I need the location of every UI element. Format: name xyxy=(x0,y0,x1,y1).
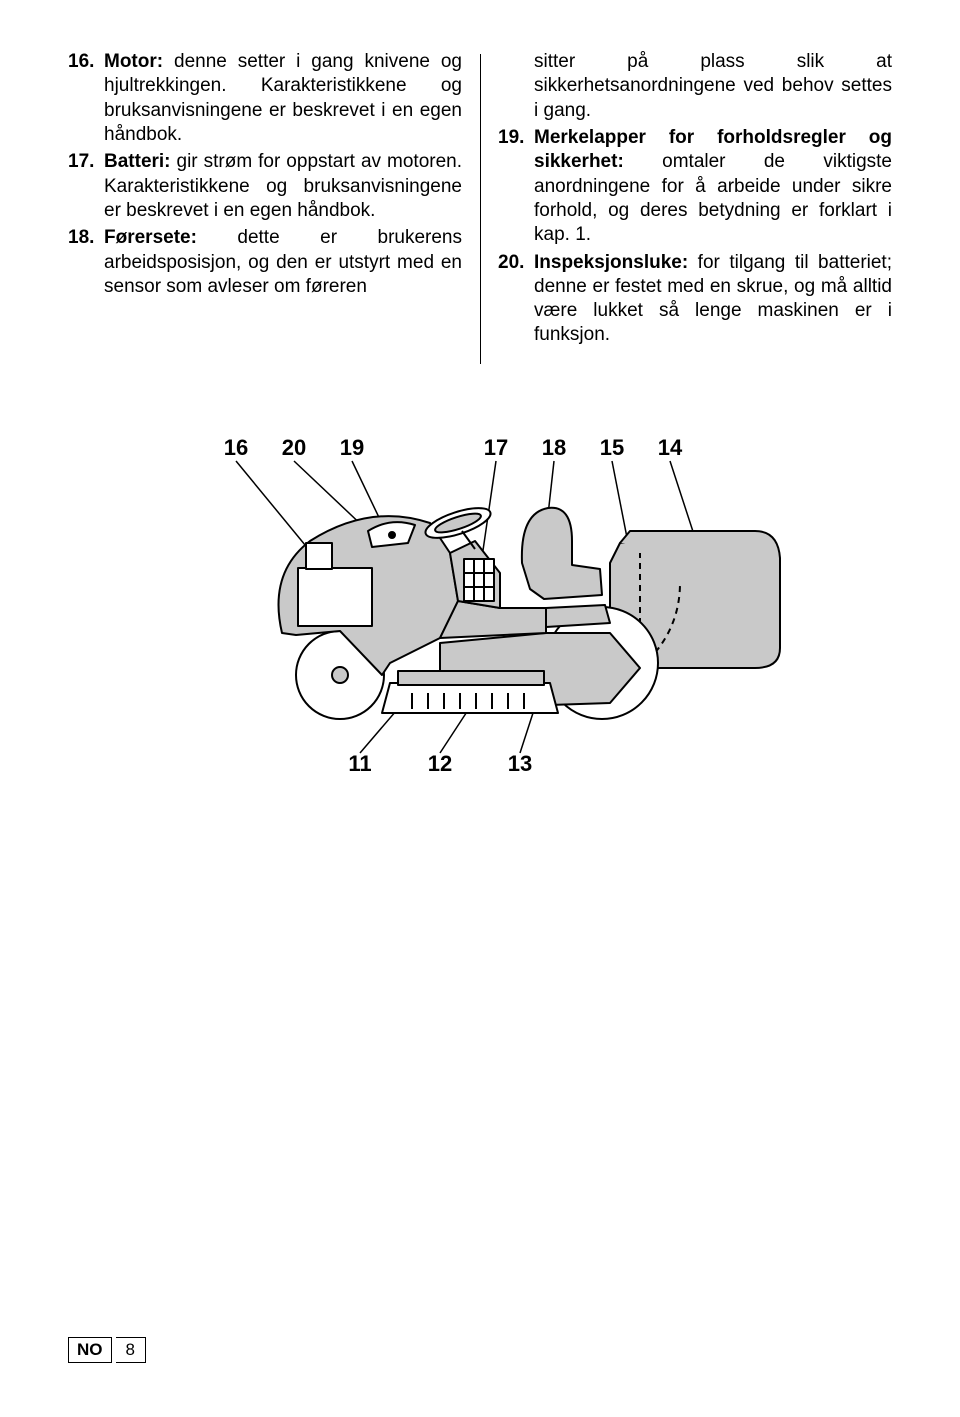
callout-label: 20 xyxy=(282,435,306,460)
list-item: 16. Motor: denne setter i gang knivene o… xyxy=(68,50,462,147)
list-item: 17. Batteri: gir strøm for oppstart av m… xyxy=(68,150,462,223)
item-number: 16. xyxy=(68,50,104,147)
callout-label: 15 xyxy=(600,435,624,460)
figure-container: 16 20 19 17 18 15 14 11 12 13 xyxy=(68,413,892,813)
list-item: 18. Førersete: dette er brukerens arbeid… xyxy=(68,226,462,299)
left-column: 16. Motor: denne setter i gang knivene o… xyxy=(68,50,480,351)
callout-label: 17 xyxy=(484,435,508,460)
continuation-text: sitter på plass slik at sikkerhetsanordn… xyxy=(534,50,892,123)
callout-label: 19 xyxy=(340,435,364,460)
item-body: Motor: denne setter i gang knivene og hj… xyxy=(104,50,462,147)
item-body: Merkelapper for forholdsregler og sikker… xyxy=(534,126,892,248)
page-footer: NO 8 xyxy=(68,1337,146,1363)
callout-label: 12 xyxy=(428,751,452,776)
callout-label: 14 xyxy=(658,435,683,460)
item-term: Inspeksjonsluke: xyxy=(534,252,688,273)
item-number: 19. xyxy=(498,126,534,248)
callout-label: 11 xyxy=(348,751,371,776)
list-item: 19. Merkelapper for forholdsregler og si… xyxy=(498,126,892,248)
item-number: 20. xyxy=(498,251,534,348)
item-term: Batteri: xyxy=(104,151,171,172)
footer-page-number: 8 xyxy=(116,1337,146,1363)
list-item: 20. Inspeksjonsluke: for tilgang til bat… xyxy=(498,251,892,348)
item-term: Motor: xyxy=(104,51,163,72)
callout-label: 16 xyxy=(224,435,248,460)
two-column-text: 16. Motor: denne setter i gang knivene o… xyxy=(68,50,892,351)
machine-diagram: 16 20 19 17 18 15 14 11 12 13 xyxy=(140,413,820,813)
footer-lang: NO xyxy=(68,1337,112,1363)
column-divider xyxy=(480,54,481,364)
item-body: Inspeksjonsluke: for tilgang til batteri… xyxy=(534,251,892,348)
item-body: Førersete: dette er brukerens arbeidspos… xyxy=(104,226,462,299)
callout-label: 13 xyxy=(508,751,532,776)
right-column: sitter på plass slik at sikkerhetsanordn… xyxy=(480,50,892,351)
callout-label: 18 xyxy=(542,435,566,460)
item-number: 18. xyxy=(68,226,104,299)
item-number: 17. xyxy=(68,150,104,223)
item-body: Batteri: gir strøm for oppstart av motor… xyxy=(104,150,462,223)
item-term: Førersete: xyxy=(104,227,197,248)
